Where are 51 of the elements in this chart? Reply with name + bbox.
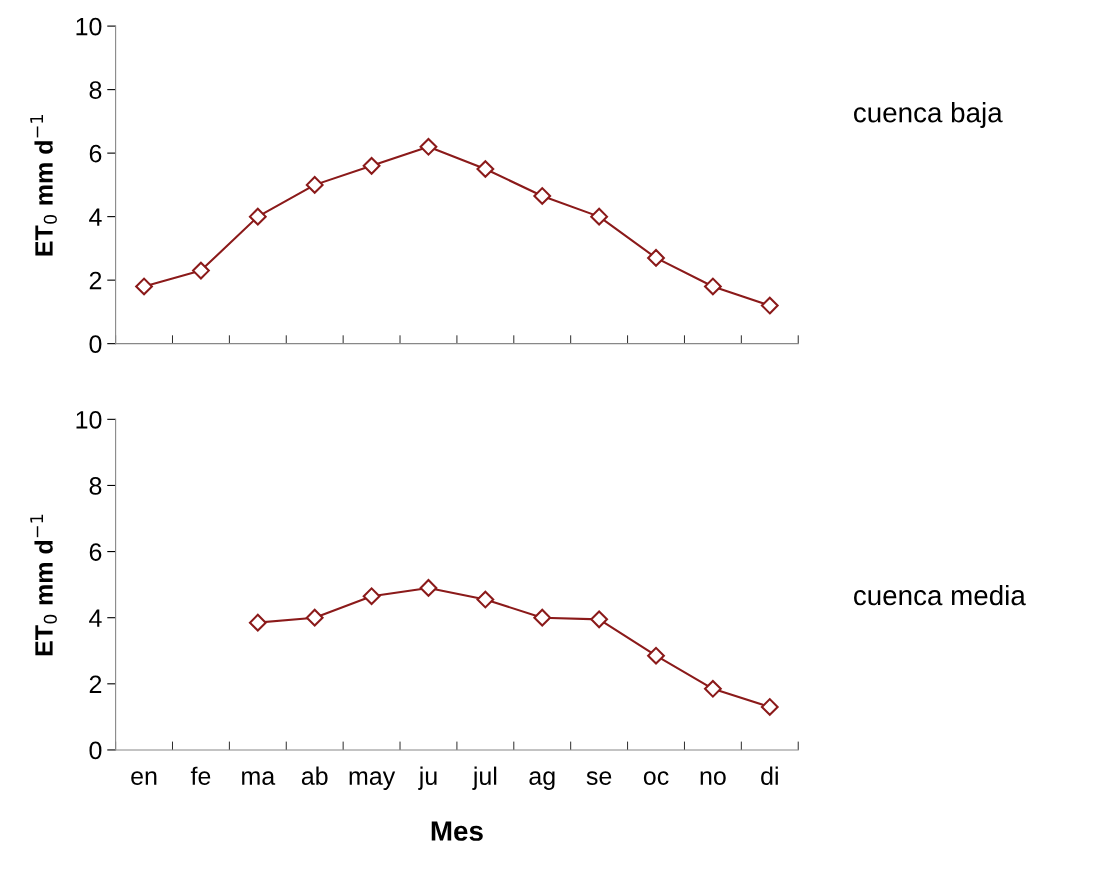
y-tick-label: 8 (89, 81, 102, 99)
y-tick-label: 4 (89, 208, 102, 226)
x-tick-label: se (586, 771, 612, 785)
point (647, 249, 665, 267)
x-tick-label: ma (242, 771, 276, 785)
x-tick-label: jul (472, 766, 497, 790)
point (760, 698, 779, 716)
point (704, 679, 722, 698)
x-tick-label: ju (418, 766, 437, 790)
point (305, 175, 324, 194)
y-tick-label: 2 (89, 271, 102, 290)
y-axis-title: ET$_{0}$ mm d$^{−1}$ (30, 115, 57, 256)
point (419, 137, 438, 156)
point (476, 160, 495, 178)
x-tick-label: oc (643, 771, 669, 785)
x-tick-label: di (761, 766, 778, 785)
x-axis-title: Mes (431, 821, 483, 841)
point (647, 646, 665, 665)
y-tick-label: 10 (76, 410, 102, 429)
point (590, 610, 609, 629)
point (704, 277, 722, 296)
y-tick-label: 6 (89, 144, 102, 163)
point (248, 207, 267, 226)
y-tick-label: 6 (89, 543, 102, 561)
point (192, 261, 210, 280)
point (305, 608, 324, 627)
y-tick-label: 10 (76, 17, 102, 36)
x-tick-label: may (349, 771, 396, 790)
y-tick-label: 0 (89, 741, 102, 760)
point (135, 277, 153, 296)
x-tick-label: en (131, 771, 157, 785)
y-tick-label: 2 (89, 675, 102, 693)
point (533, 187, 552, 205)
y-axis-title: ET$_{0}$ mm d$^{−1}$ (30, 514, 57, 656)
y-tick-label: 8 (89, 477, 102, 495)
x-tick-label: ab (301, 766, 328, 785)
x-tick-label: no (700, 771, 726, 785)
point (760, 296, 779, 315)
x-tick-label: ag (529, 771, 555, 790)
point (362, 156, 381, 175)
text: cuenca media (854, 584, 1026, 606)
point (476, 590, 495, 609)
point (248, 613, 267, 632)
x-tick-label: fe (190, 766, 211, 785)
point (419, 579, 438, 597)
point (362, 587, 381, 606)
text: cuenca baja (854, 102, 1003, 128)
point (533, 608, 552, 627)
y-tick-label: 0 (89, 335, 102, 353)
point (590, 207, 609, 226)
y-tick-label: 4 (89, 609, 102, 627)
